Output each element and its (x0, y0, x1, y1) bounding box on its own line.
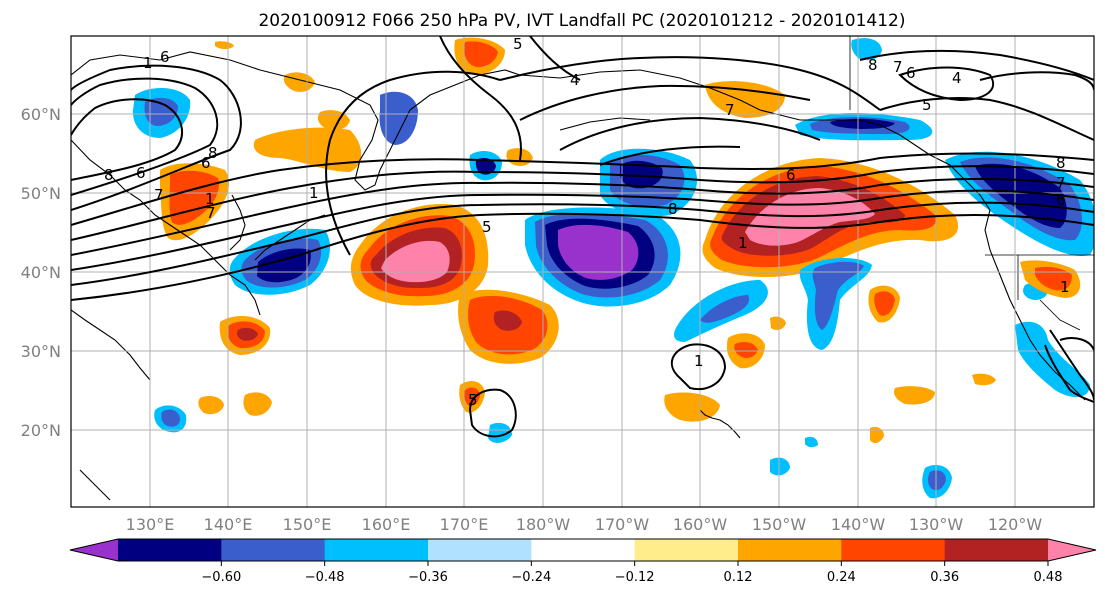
lat-label: 40°N (21, 263, 61, 282)
contour-label: 6 (1056, 191, 1066, 209)
contour-label: 7 (893, 58, 903, 76)
contour-label: 4 (570, 71, 580, 89)
lon-label: 140°E (204, 515, 253, 534)
contour-label: 5 (468, 391, 478, 409)
contour-label: 8 (104, 166, 114, 184)
contour-label: 1 (738, 234, 748, 252)
latitude-labels: 60°N 50°N 40°N 30°N 20°N (21, 105, 61, 440)
lon-label: 170°W (595, 515, 650, 534)
contour-label: 6 (201, 154, 211, 172)
contour-label: 4 (952, 69, 962, 87)
colorbar-swatch (634, 539, 739, 561)
longitude-labels: 130°E 140°E 150°E 160°E 170°E 180°W 170°… (126, 515, 1043, 534)
colorbar-tick-label: −0.12 (615, 570, 655, 585)
lon-label: 140°W (831, 515, 886, 534)
contour-label: 6 (136, 164, 146, 182)
contour-label: 1 (143, 54, 153, 72)
colorbar-tick-label: 0.36 (930, 570, 959, 585)
colorbar-tick-label: −0.48 (305, 570, 345, 585)
contour-label: 1 (694, 352, 704, 370)
colorbar-swatch (531, 539, 636, 561)
map-frame (70, 35, 1095, 508)
contour-label: 8 (208, 144, 218, 162)
coastlines (71, 51, 1086, 501)
colorbar-tick-label: 0.24 (827, 570, 856, 585)
contour-label: 8 (668, 200, 678, 218)
lon-label: 130°E (126, 515, 175, 534)
lon-label: 160°E (362, 515, 411, 534)
contour-label: 7 (725, 101, 735, 119)
contour-label: 6 (906, 64, 916, 82)
colorbar-swatch (118, 539, 222, 561)
map-title: 2020100912 F066 250 hPa PV, IVT Landfall… (258, 11, 905, 31)
lon-label: 170°E (440, 515, 489, 534)
colorbar-tick-label: 0.12 (724, 570, 753, 585)
colorbar-tick-label: −0.60 (201, 570, 241, 585)
colorbar-extend-high (1048, 539, 1096, 561)
lon-label: 120°W (988, 515, 1043, 534)
contour-label: 7 (206, 204, 216, 222)
lon-label: 150°W (752, 515, 807, 534)
contour-label: 1 (205, 190, 215, 208)
colorbar-tick-label: −0.24 (511, 570, 551, 585)
colorbar-swatch (428, 539, 532, 561)
contour-label: 8 (868, 56, 878, 74)
lat-label: 50°N (21, 184, 61, 203)
contour-label: 1 (309, 184, 319, 202)
contour-label: 7 (154, 186, 164, 204)
contour-label: 7 (1056, 174, 1066, 192)
contour-label: 8 (1056, 154, 1066, 172)
colorbar-swatch (738, 539, 842, 561)
lat-label: 20°N (21, 421, 61, 440)
contour-label: 6 (786, 166, 796, 184)
lon-label: 130°W (909, 515, 964, 534)
colorbar-extend-low (70, 539, 118, 561)
political-borders (849, 36, 1094, 331)
lat-label: 60°N (21, 105, 61, 124)
contour-label: 5 (922, 96, 932, 114)
colorbar-outline (69, 538, 1097, 562)
colorbar-swatch (944, 539, 1049, 561)
lon-label: 160°W (673, 515, 728, 534)
map-area: 1 6 8 7 6 1 1 8 6 5 4 8 7 6 8 7 6 5 4 1 … (71, 35, 1094, 507)
gridlines (71, 36, 1094, 507)
contour-label: 5 (482, 218, 492, 236)
contour-label: 6 (160, 48, 170, 66)
colorbar-swatch (841, 539, 946, 561)
colorbar-swatch (221, 539, 326, 561)
colorbar-tick-label: 0.48 (1034, 570, 1063, 585)
lon-label: 150°E (283, 515, 332, 534)
contour-label: 5 (513, 35, 523, 53)
pv-contours (71, 36, 1094, 438)
colorbar-swatch (324, 539, 429, 561)
lat-label: 30°N (21, 342, 61, 361)
pv-contour-labels: 1 6 8 7 6 1 1 8 6 5 4 8 7 6 8 7 6 5 4 1 … (104, 35, 1070, 409)
contour-label: 1 (1060, 278, 1070, 296)
lon-label: 180°W (516, 515, 571, 534)
colorbar-tick-label: −0.36 (408, 570, 448, 585)
colorbar: −0.60 −0.48 −0.36 −0.24 −0.12 0.12 0.24 0.36 0.4… (69, 538, 1097, 585)
